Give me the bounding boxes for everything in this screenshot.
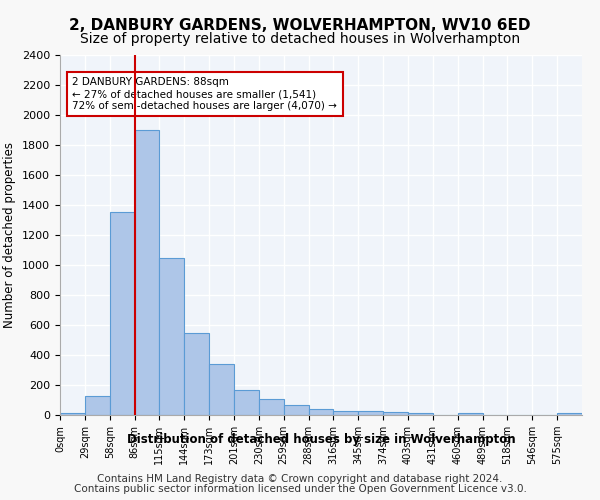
Text: 2, DANBURY GARDENS, WOLVERHAMPTON, WV10 6ED: 2, DANBURY GARDENS, WOLVERHAMPTON, WV10 … [69,18,531,32]
Text: Contains public sector information licensed under the Open Government Licence v3: Contains public sector information licen… [74,484,526,494]
Text: Contains HM Land Registry data © Crown copyright and database right 2024.: Contains HM Land Registry data © Crown c… [97,474,503,484]
Bar [60,413,85,415]
Bar [234,390,259,415]
Bar [458,413,482,415]
Bar [184,333,209,415]
Y-axis label: Number of detached properties: Number of detached properties [4,142,16,328]
Bar [334,410,358,415]
Bar [557,413,582,415]
Bar [308,409,334,415]
Bar [209,364,234,415]
Bar [284,405,308,415]
Bar [134,130,160,415]
Text: Distribution of detached houses by size in Wolverhampton: Distribution of detached houses by size … [127,432,515,446]
Text: 2 DANBURY GARDENS: 88sqm
← 27% of detached houses are smaller (1,541)
72% of sem: 2 DANBURY GARDENS: 88sqm ← 27% of detach… [73,78,337,110]
Bar [408,413,433,415]
Bar [160,258,184,415]
Bar [358,411,383,415]
Bar [259,398,284,415]
Bar [383,412,408,415]
Bar [110,212,134,415]
Text: Size of property relative to detached houses in Wolverhampton: Size of property relative to detached ho… [80,32,520,46]
Bar [85,396,110,415]
